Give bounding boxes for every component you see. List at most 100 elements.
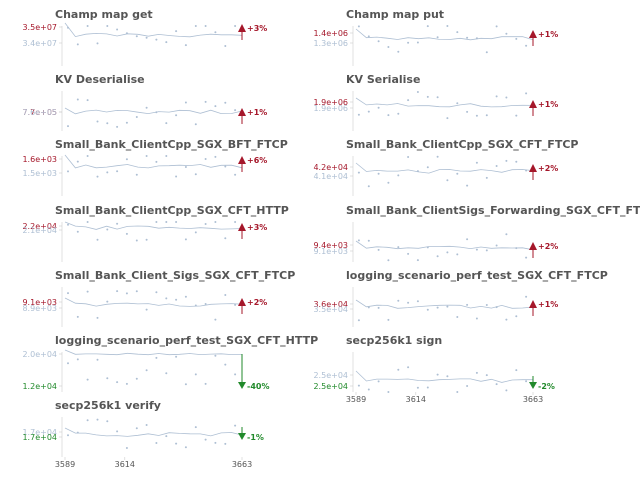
- data-point: [165, 297, 168, 300]
- data-point: [416, 386, 419, 389]
- data-point: [116, 290, 119, 293]
- data-point: [204, 303, 207, 305]
- data-point: [76, 43, 79, 46]
- chart-panel-5: Small_Bank_ClientCpp_SGX_BFT_FTCP 1.6e+03…: [22, 138, 288, 196]
- data-point: [125, 232, 128, 235]
- data-point: [106, 300, 109, 303]
- y-tick-label: 2.1e+04: [22, 226, 57, 235]
- data-point: [466, 36, 469, 39]
- arrow-up-icon: [529, 300, 537, 308]
- data-point: [125, 121, 128, 124]
- data-point: [86, 419, 89, 422]
- arrow-up-icon: [238, 156, 246, 164]
- data-point: [515, 37, 518, 40]
- series-line: [355, 162, 534, 174]
- data-point: [505, 159, 508, 162]
- data-point: [515, 247, 518, 250]
- y-tick-label: 1.3e+06: [313, 39, 348, 48]
- panel-title: secp256k1 verify: [55, 399, 161, 412]
- data-point: [436, 306, 439, 309]
- data-point: [387, 318, 390, 321]
- data-point: [76, 431, 79, 434]
- chart-panel-8: Small_Bank_ClientSigs_Forwarding_SGX_CFT…: [313, 204, 640, 262]
- data-point: [387, 181, 390, 184]
- data-point: [446, 25, 449, 27]
- data-point: [416, 259, 419, 262]
- data-point: [387, 114, 390, 117]
- data-point: [214, 221, 217, 223]
- data-point: [416, 91, 419, 93]
- data-point: [224, 45, 227, 47]
- data-point: [165, 372, 168, 375]
- series-line: [355, 240, 534, 251]
- data-point: [214, 155, 217, 158]
- panel-title: secp256k1 sign: [346, 334, 442, 347]
- data-point: [357, 171, 360, 174]
- data-point: [214, 31, 217, 34]
- data-point: [397, 174, 400, 177]
- data-point: [456, 102, 459, 105]
- data-point: [224, 294, 227, 296]
- data-point: [377, 380, 380, 383]
- data-point: [116, 125, 119, 128]
- data-point: [67, 223, 69, 226]
- data-point: [165, 155, 168, 157]
- data-point: [377, 172, 380, 175]
- data-point: [96, 175, 99, 178]
- data-point: [214, 354, 217, 357]
- series-line: [64, 154, 243, 169]
- data-point: [175, 30, 178, 33]
- y-tick-label: 1.7e+04: [22, 428, 57, 437]
- data-point: [387, 391, 390, 393]
- data-point: [475, 114, 478, 117]
- data-point: [194, 123, 197, 126]
- y-tick-label: 2.2e+04: [22, 222, 57, 231]
- data-point: [234, 303, 237, 306]
- panel-title: KV Deserialise: [55, 73, 145, 86]
- data-point: [116, 222, 119, 225]
- x-tick-label: 3589: [346, 395, 366, 404]
- delta-label: +2%: [247, 298, 267, 307]
- data-point: [446, 305, 449, 308]
- y-tick-label: 1.7e+04: [22, 433, 57, 442]
- y-tick-label: 8.9e+03: [22, 304, 57, 313]
- series-line: [64, 107, 243, 115]
- data-point: [125, 447, 128, 449]
- x-tick-label: 3589: [55, 460, 75, 469]
- data-point: [194, 373, 197, 376]
- series-line: [64, 22, 243, 38]
- y-tick-label: 1.2e+04: [22, 382, 57, 391]
- data-point: [184, 101, 187, 104]
- data-point: [426, 166, 429, 169]
- data-point: [397, 112, 400, 115]
- y-tick-label: 3.6e+04: [313, 300, 348, 309]
- data-point: [525, 92, 528, 95]
- data-point: [86, 221, 89, 223]
- data-point: [106, 171, 109, 174]
- data-point: [456, 172, 459, 175]
- data-point: [475, 248, 478, 251]
- data-point: [495, 306, 498, 309]
- data-point: [116, 430, 119, 433]
- data-point: [426, 25, 429, 28]
- y-tick-label: 9.1e+03: [313, 247, 348, 256]
- data-point: [76, 98, 79, 101]
- data-point: [397, 246, 400, 249]
- arrow-down-icon: [529, 382, 537, 389]
- data-point: [184, 295, 187, 298]
- data-point: [106, 377, 109, 380]
- arrow-up-icon: [529, 100, 537, 108]
- y-tick-label: 3.4e+07: [22, 39, 57, 48]
- data-point: [145, 36, 148, 39]
- y-tick-label: 2.0e+04: [22, 350, 57, 359]
- delta-label: +1%: [538, 300, 558, 309]
- data-point: [367, 185, 370, 188]
- data-point: [466, 385, 469, 387]
- data-point: [436, 96, 439, 99]
- y-tick-label: 2.5e+04: [313, 371, 348, 380]
- data-point: [475, 161, 478, 164]
- y-tick-label: 1.5e+03: [22, 169, 57, 178]
- y-tick-label: 4.2e+04: [313, 163, 348, 172]
- data-point: [357, 25, 360, 28]
